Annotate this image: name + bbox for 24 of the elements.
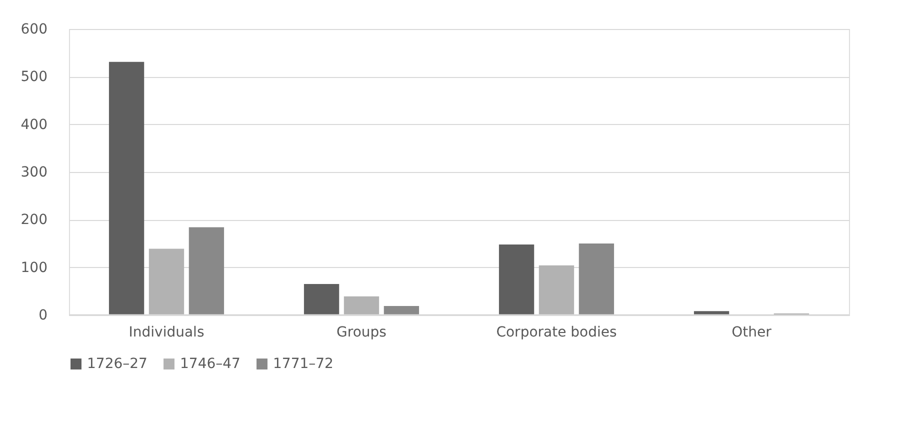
y-tick-label: 100 <box>20 260 48 276</box>
x-tick-label: Corporate bodies <box>496 324 617 340</box>
legend-label: 1746–47 <box>180 356 240 372</box>
y-tick-label: 400 <box>20 116 48 133</box>
x-tick-label: Other <box>732 324 772 340</box>
y-tick-label: 600 <box>20 22 48 38</box>
bar <box>498 244 534 315</box>
legend-label: 1771–72 <box>273 356 334 372</box>
bar <box>578 244 614 315</box>
bar <box>344 296 380 315</box>
y-tick-label: 0 <box>38 308 48 324</box>
bar <box>304 284 340 315</box>
legend-label: 1726–27 <box>87 356 148 372</box>
x-tick-label: Individuals <box>128 324 204 340</box>
bar <box>694 311 730 315</box>
y-tick-label: 500 <box>20 69 48 86</box>
bar <box>188 227 224 315</box>
y-tick-label: 300 <box>20 164 48 180</box>
bar <box>108 62 144 315</box>
x-tick-label: Groups <box>336 324 386 340</box>
y-tick-label: 200 <box>20 212 48 228</box>
bar <box>384 306 420 315</box>
bar <box>538 265 574 315</box>
bar <box>148 248 184 315</box>
